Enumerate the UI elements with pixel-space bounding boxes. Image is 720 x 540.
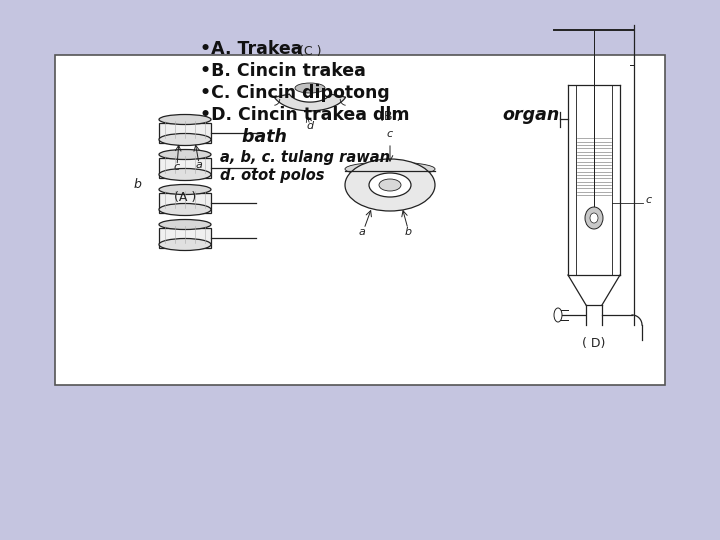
Text: d. otot polos: d. otot polos [220, 168, 325, 183]
Text: c: c [387, 129, 393, 139]
Ellipse shape [585, 207, 603, 229]
Ellipse shape [159, 185, 211, 194]
Text: a: a [359, 227, 366, 237]
Ellipse shape [159, 204, 211, 215]
Ellipse shape [590, 213, 598, 223]
Ellipse shape [554, 308, 562, 322]
Bar [159, 227, 211, 247]
Text: bath: bath [200, 128, 287, 146]
Text: •B. Cincin trakea: •B. Cincin trakea [200, 62, 366, 80]
Text: b: b [133, 179, 141, 192]
Bar [159, 123, 211, 143]
Text: a, b, c. tulang rawan: a, b, c. tulang rawan [220, 150, 390, 165]
Ellipse shape [345, 162, 435, 176]
Text: •D. Cincin trakea dlm: •D. Cincin trakea dlm [200, 106, 415, 124]
Ellipse shape [159, 133, 211, 145]
Text: •C. Cincin dipotong: •C. Cincin dipotong [200, 84, 390, 102]
Text: organ: organ [502, 106, 559, 124]
Ellipse shape [159, 150, 211, 159]
Ellipse shape [159, 239, 211, 251]
Text: c: c [645, 195, 651, 205]
Text: a: a [196, 159, 202, 170]
Bar [159, 192, 211, 213]
Bar [159, 158, 211, 178]
Ellipse shape [159, 168, 211, 180]
Ellipse shape [369, 173, 411, 197]
Text: •A. Trakea: •A. Trakea [200, 40, 302, 58]
Ellipse shape [159, 219, 211, 230]
Ellipse shape [159, 114, 211, 125]
Bar [55, 55, 665, 385]
Ellipse shape [345, 159, 435, 211]
Text: (C ): (C ) [299, 45, 321, 58]
Text: c: c [174, 161, 180, 172]
Polygon shape [274, 94, 346, 111]
Text: (B ): (B ) [379, 110, 401, 123]
Text: b: b [405, 227, 412, 237]
Ellipse shape [295, 83, 325, 93]
Text: ( D): ( D) [582, 337, 606, 350]
Text: (A ): (A ) [174, 192, 196, 205]
Ellipse shape [379, 179, 401, 191]
Text: d: d [307, 121, 314, 131]
